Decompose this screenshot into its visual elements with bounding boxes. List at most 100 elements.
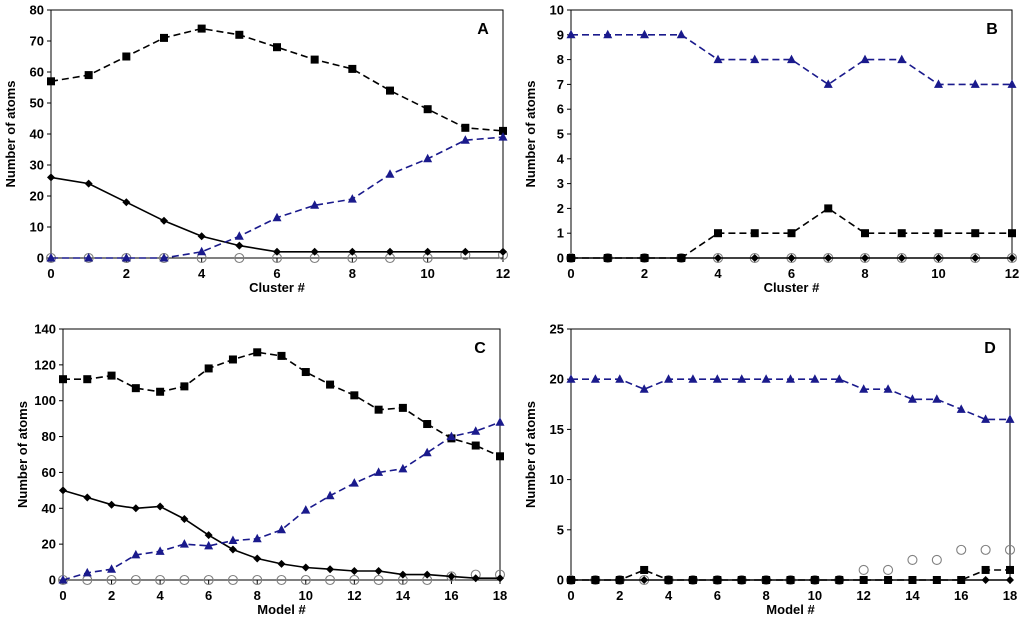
- x-tick-label: 0: [567, 588, 574, 603]
- data-point-triangle: [590, 374, 600, 383]
- data-point-circle: [234, 252, 245, 264]
- x-tick-label: 0: [47, 266, 54, 281]
- data-point-triangle: [1007, 79, 1017, 88]
- data-point-diamond: [277, 559, 286, 568]
- data-point-triangle: [934, 79, 943, 88]
- data-point-diamond: [84, 179, 93, 188]
- data-point-triangle: [688, 374, 698, 383]
- data-point-diamond: [160, 216, 168, 225]
- data-point-square: [1006, 565, 1014, 574]
- data-point-square: [235, 30, 244, 39]
- data-point-square: [499, 126, 507, 135]
- data-point-triangle: [159, 253, 169, 262]
- data-point-square: [253, 348, 262, 357]
- data-point-square: [824, 204, 833, 213]
- data-point-circle: [155, 574, 166, 586]
- data-point-triangle: [107, 564, 117, 573]
- data-point-triangle: [385, 169, 395, 178]
- data-point-square: [787, 229, 796, 238]
- data-point-diamond: [496, 574, 504, 583]
- data-point-square: [84, 71, 93, 80]
- series-line: [51, 136, 504, 259]
- y-tick-label: 10: [550, 3, 564, 18]
- data-point-triangle: [301, 505, 311, 514]
- data-point-diamond: [677, 254, 686, 262]
- data-point-diamond: [591, 576, 600, 584]
- x-tick-label: 12: [496, 266, 510, 281]
- data-point-diamond: [461, 247, 470, 256]
- data-point-circle: [883, 564, 894, 576]
- data-point-square: [59, 375, 67, 384]
- data-point-diamond: [615, 576, 624, 584]
- data-point-diamond: [603, 254, 612, 262]
- chart-panel-c: 0 20 40 60 80 100 120 140 0 2 4 6 8 10 12 14 16 18 Model #…: [15, 322, 507, 618]
- x-axis-label: Cluster #: [249, 280, 305, 295]
- data-point-triangle: [615, 374, 625, 383]
- data-point-circle: [252, 574, 263, 586]
- data-point-triangle: [58, 575, 68, 584]
- data-point-square: [156, 387, 165, 396]
- data-point-diamond: [47, 173, 55, 182]
- data-point-square: [228, 355, 237, 364]
- x-tick-label: 18: [1003, 588, 1017, 603]
- data-point-diamond: [301, 563, 310, 572]
- plot-frame: [570, 9, 1013, 259]
- data-point-diamond: [107, 500, 116, 509]
- data-point-square: [934, 229, 943, 238]
- series-blue-dashed-triangle: [58, 417, 505, 584]
- data-point-triangle: [712, 374, 722, 383]
- data-point-diamond: [273, 247, 281, 256]
- x-tick-label: 14: [905, 588, 920, 603]
- data-point-triangle: [498, 132, 508, 141]
- data-point-triangle: [82, 567, 92, 577]
- x-tick-label: 10: [931, 266, 945, 281]
- data-point-triangle: [750, 54, 760, 64]
- y-tick-label: 0: [557, 251, 564, 266]
- data-point-triangle: [84, 253, 94, 262]
- data-point-circle: [227, 574, 238, 586]
- data-point-square: [750, 229, 759, 238]
- data-point-triangle: [761, 374, 771, 383]
- data-point-triangle: [713, 54, 723, 64]
- x-tick-label: 4: [156, 588, 164, 603]
- series-gray-open-circle: [57, 569, 506, 586]
- data-point-circle: [349, 574, 360, 586]
- y-tick-label: 9: [557, 27, 564, 42]
- y-tick-label: 30: [30, 158, 44, 173]
- y-axis-label: Number of atoms: [3, 81, 18, 188]
- data-point-square: [398, 403, 407, 412]
- data-point-diamond: [810, 576, 819, 584]
- data-point-square: [310, 55, 319, 64]
- y-tick-label: 5: [557, 522, 564, 537]
- y-tick-label: 7: [557, 77, 564, 92]
- x-tick-label: 2: [641, 266, 648, 281]
- y-tick-label: 10: [550, 472, 564, 487]
- data-point-square: [350, 391, 359, 400]
- data-point-square: [423, 420, 432, 429]
- data-point-circle: [1004, 544, 1016, 555]
- x-axis-label: Cluster #: [764, 280, 820, 295]
- data-point-circle: [858, 564, 869, 576]
- y-tick-label: 8: [557, 52, 564, 67]
- data-point-triangle: [860, 54, 870, 64]
- data-point-diamond: [786, 576, 795, 584]
- data-point-diamond: [310, 247, 319, 256]
- panel-label: A: [477, 21, 489, 38]
- data-point-triangle: [204, 540, 214, 550]
- data-point-diamond: [204, 531, 213, 540]
- y-tick-label: 140: [34, 322, 56, 337]
- data-point-square: [122, 52, 131, 61]
- y-tick-label: 0: [557, 573, 564, 588]
- x-tick-label: 12: [347, 588, 361, 603]
- data-point-triangle: [859, 384, 869, 393]
- x-tick-label: 4: [665, 588, 673, 603]
- x-tick-label: 0: [567, 266, 574, 281]
- data-point-diamond: [714, 254, 722, 262]
- x-tick-label: 16: [444, 588, 458, 603]
- data-point-triangle: [446, 431, 456, 441]
- data-point-circle: [130, 574, 141, 586]
- data-point-triangle: [787, 54, 796, 64]
- data-point-diamond: [762, 576, 771, 584]
- data-point-diamond: [1008, 254, 1016, 262]
